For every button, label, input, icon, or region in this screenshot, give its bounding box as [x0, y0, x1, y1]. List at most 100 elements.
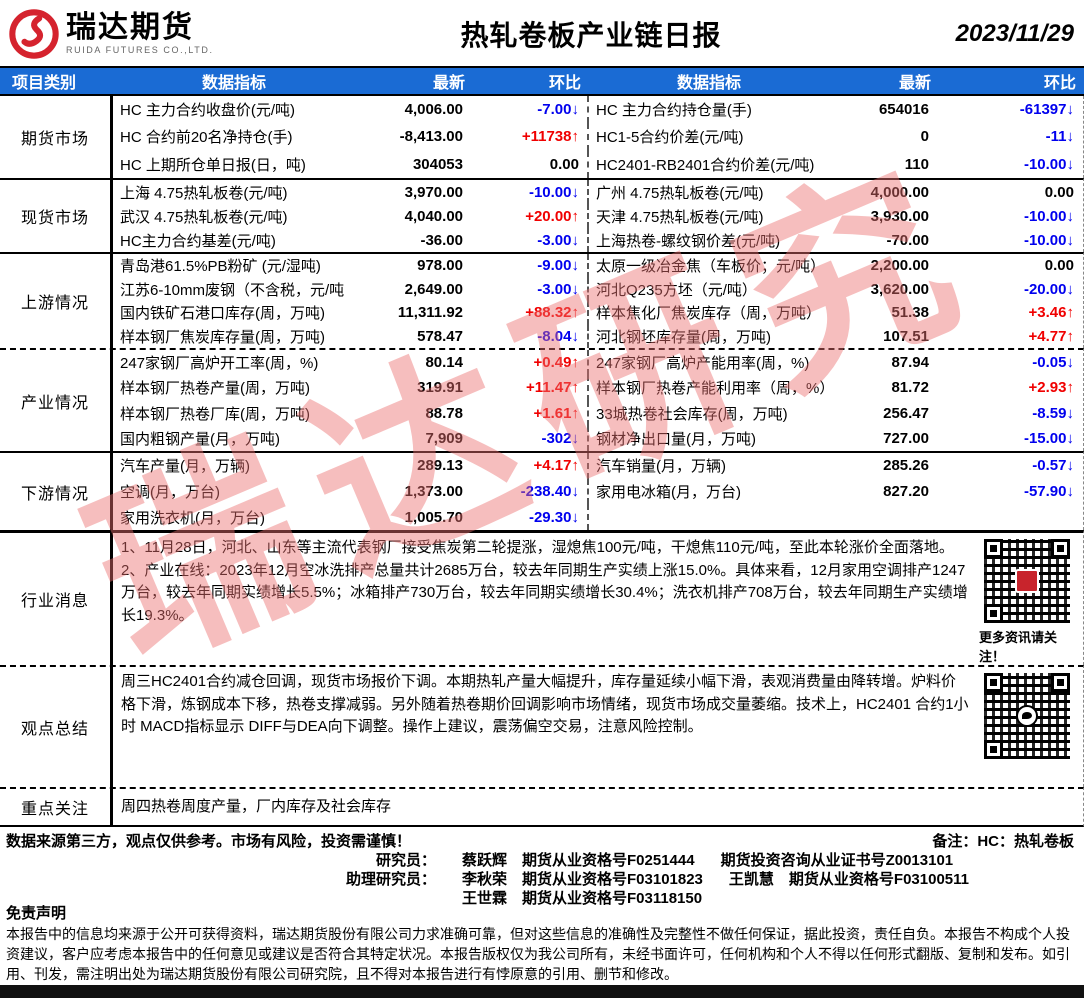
- chain-change: -10.00↓: [1023, 155, 1074, 173]
- table-row: 汽车产量(月，万辆) 289.13 +4.17↑ 汽车销量(月，万辆) 285.26 -0…: [113, 453, 1083, 479]
- credit-item: 期货投资咨询从业证书号Z0013101: [720, 852, 954, 869]
- indicator-label: 样本钢厂热卷产量(周，万吨): [120, 380, 310, 398]
- source-note: 数据来源第三方，观点仅供参考。市场有风险，投资需谨慎！: [6, 833, 412, 850]
- indicator-label: HC1-5合约价差(元/吨): [587, 123, 831, 151]
- table-row: 武汉 4.75热轧板卷(元/吨) 4,040.00 +20.00↑ 天津 4.75热轧…: [113, 204, 1083, 228]
- chain-change: -10.00↓: [1023, 207, 1074, 225]
- latest-value: 1,005.70: [404, 508, 463, 526]
- section-summary: 观点总结 周三HC2401合约减仓回调，现货市场报价下调。本期热轧产量大幅提升，…: [0, 665, 1084, 787]
- section-category: 产业情况: [0, 350, 113, 451]
- col-header-latest-left: 最新: [432, 75, 465, 92]
- table-row: 空调(月，万台) 1,373.00 -238.40↓ 家用电冰箱(月，万台) 827.2…: [113, 478, 1083, 505]
- chain-change: +3.46↑: [1028, 304, 1074, 322]
- chain-change: +11.47↑: [526, 379, 579, 397]
- latest-value: 285.26: [883, 457, 929, 475]
- chain-change: -8.59↓: [1032, 404, 1074, 422]
- bottom-bar: [0, 985, 1084, 998]
- indicator-label: 广州 4.75热轧板卷(元/吨): [587, 180, 831, 204]
- indicator-label: HC 主力合约收盘价(元/吨): [120, 102, 295, 120]
- credit-row: 研究员： 蔡跃辉 期货从业资格号F0251444 期货投资咨询从业证书号Z001…: [336, 851, 1074, 870]
- section-rows: HC 主力合约收盘价(元/吨) 4,006.00 -7.00↓ HC 主力合约持仓量(…: [113, 96, 1083, 178]
- summary-text: 周三HC2401合约减仓回调，现货市场报价下调。本期热轧产量大幅提升，库存量延续…: [121, 673, 969, 735]
- credit-row: 助理研究员： 李秋荣 期货从业资格号F03101823 王凯慧 期货从业资格号F…: [336, 870, 1074, 889]
- market-sections: 期货市场 HC 主力合约收盘价(元/吨) 4,006.00 -7.00↓ HC 主力合约…: [0, 96, 1084, 531]
- indicator-label: 青岛港61.5%PB粉矿 (元/湿吨): [120, 258, 321, 276]
- credit-item: 李秋荣 期货从业资格号F03101823: [462, 871, 703, 888]
- chain-change: -15.00↓: [1023, 429, 1074, 447]
- credit-role: [336, 889, 436, 908]
- col-header-category: 项目类别: [12, 75, 77, 92]
- indicator-label: 汽车产量(月，万辆): [120, 458, 250, 476]
- col-header-indicator-left: 数据指标: [201, 75, 266, 92]
- chain-change: +4.77↑: [1028, 327, 1074, 345]
- footer-line1: 数据来源第三方，观点仅供参考。市场有风险，投资需谨慎！ 备注：HC：热轧卷板: [6, 830, 1074, 851]
- chain-change: -7.00↓: [537, 101, 579, 119]
- col-header-chain-right: 环比: [1043, 75, 1076, 92]
- disclaimer-title: 免责声明: [6, 905, 67, 922]
- credit-role: 研究员：: [375, 852, 436, 869]
- section-category: 观点总结: [0, 667, 113, 787]
- qr-caption: 更多资讯请关注！: [979, 630, 1058, 664]
- qr-finder-icon: [984, 673, 1003, 692]
- qr-finder-icon: [984, 539, 1003, 558]
- section-rows: 汽车产量(月，万辆) 289.13 +4.17↑ 汽车销量(月，万辆) 285.26 -0…: [113, 453, 1083, 531]
- chain-change: +20.00↑: [525, 207, 579, 225]
- news-line: 2、产业在线：2023年12月空冰洗排产总量共计2685万台，较去年同期生产实绩…: [121, 561, 968, 624]
- indicator-label: 上海热卷-螺纹钢价差(元/吨): [587, 228, 831, 252]
- indicator-label: 国内铁矿石港口库存(周，万吨): [120, 305, 325, 323]
- latest-value: 80.14: [425, 354, 463, 372]
- table-row: 江苏6-10mm废钢（不含税，元/吨 2,649.00 -3.00↓ 河北Q235方坯…: [113, 277, 1083, 301]
- table-row: 家用洗衣机(月，万台) 1,005.70 -29.30↓: [113, 504, 1083, 531]
- credit-item: 王凯慧 期货从业资格号F03100511: [728, 871, 969, 888]
- section-category: 下游情况: [0, 453, 113, 530]
- latest-value: 578.47: [417, 327, 463, 345]
- focus-text: 周四热卷周度产量，厂内库存及社会库存: [121, 797, 392, 815]
- chain-change: -29.30↓: [528, 508, 579, 526]
- section-category: 现货市场: [0, 180, 113, 252]
- section-rows: 上海 4.75热轧板卷(元/吨) 3,970.00 -10.00↓ 广州 4.75热轧…: [113, 180, 1083, 252]
- table-row: 国内铁矿石港口库存(周，万吨) 11,311.92 +88.32↑ 样本焦化厂焦炭库存…: [113, 301, 1083, 325]
- news-line: 1、11月28日，河北、山东等主流代表钢厂接受焦炭第二轮提涨，湿熄焦100元/吨…: [121, 539, 954, 556]
- wechat-icon: [1016, 705, 1038, 727]
- latest-value: 727.00: [883, 429, 929, 447]
- table-row: HC主力合约基差(元/吨) -36.00 -3.00↓ 上海热卷-螺纹钢价差(元/吨)…: [113, 228, 1083, 252]
- chain-change: +4.17↑: [533, 457, 579, 475]
- indicator-label: 钢材净出口量(月，万吨): [587, 425, 831, 451]
- table-header-row: 项目类别 数据指标 最新 环比 数据指标 最新 环比: [0, 66, 1084, 96]
- section-rows: 247家钢厂高炉开工率(周，%) 80.14 +0.49↑ 247家钢厂高炉产能用率(…: [113, 350, 1083, 451]
- brand-text: 瑞达期货 RUIDA FUTURES CO.,LTD.: [66, 13, 214, 56]
- indicator-label: HC 合约前20名净持仓(手): [120, 129, 293, 147]
- chain-change: -10.00↓: [1023, 231, 1074, 249]
- indicator-label: 天津 4.75热轧板卷(元/吨): [587, 204, 831, 228]
- latest-value: 3,970.00: [404, 183, 463, 201]
- col-header-chain-left: 环比: [548, 75, 581, 92]
- chain-change: -302↓: [541, 429, 579, 447]
- latest-value: 2,649.00: [404, 280, 463, 298]
- chain-change: -0.05↓: [1032, 354, 1074, 372]
- section-industry-news: 行业消息 1、11月28日，河北、山东等主流代表钢厂接受焦炭第二轮提涨，湿熄焦1…: [0, 530, 1084, 665]
- credits: 研究员： 蔡跃辉 期货从业资格号F0251444 期货投资咨询从业证书号Z001…: [336, 851, 1074, 908]
- latest-value: 11,311.92: [397, 304, 463, 322]
- indicator-label: [587, 504, 831, 531]
- footer-notes: 数据来源第三方，观点仅供参考。市场有风险，投资需谨慎！ 备注：HC：热轧卷板 研…: [0, 827, 1084, 907]
- brand: 瑞达期货 RUIDA FUTURES CO.,LTD.: [8, 8, 308, 60]
- latest-value: 289.13: [417, 457, 463, 475]
- latest-value: 110: [904, 155, 929, 173]
- indicator-label: 样本钢厂焦炭库存量(周，万吨): [120, 328, 325, 346]
- qr-center-logo-icon: [1015, 569, 1039, 593]
- indicator-label: 河北Q235方坯（元/吨）: [587, 277, 831, 301]
- indicator-label: 武汉 4.75热轧板卷(元/吨): [120, 208, 288, 226]
- chain-change: 0.00: [1044, 257, 1074, 275]
- ruida-logo-icon: [9, 9, 59, 59]
- report-date: 2023/11/29: [955, 20, 1074, 47]
- indicator-label: 247家钢厂高炉开工率(周，%): [120, 355, 319, 373]
- chain-change: -20.00↓: [1023, 280, 1074, 298]
- chain-change: -3.00↓: [537, 280, 579, 298]
- chain-change: +0.49↑: [533, 354, 579, 372]
- chain-change: -11↓: [1045, 128, 1074, 146]
- table-row: 样本钢厂热卷厂库(周，万吨) 88.78 +1.61↑ 33城热卷社会库存(周，万吨)…: [113, 400, 1083, 426]
- disclaimer-body: 本报告中的信息均来源于公开可获得资料，瑞达期货股份有限公司力求准确可靠，但对这些…: [6, 926, 1070, 983]
- section-category: 行业消息: [0, 533, 113, 665]
- indicator-label: 样本钢厂热卷产能利用率（周，%）: [587, 375, 831, 401]
